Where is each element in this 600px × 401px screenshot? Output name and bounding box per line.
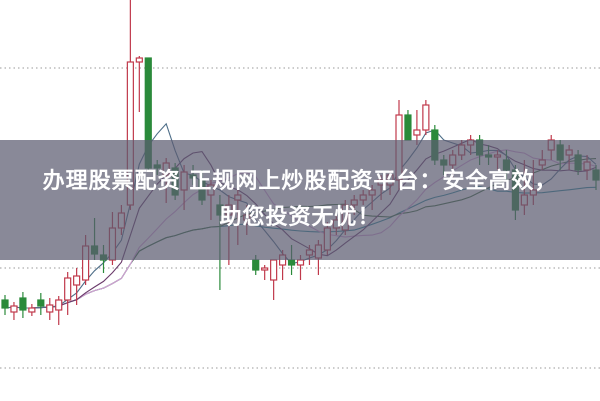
- candle-down: [252, 259, 260, 271]
- banner-line-2: 助您投资无忧！: [219, 205, 381, 230]
- candle-down: [1, 299, 9, 309]
- candle-up: [73, 275, 81, 286]
- candle-down: [404, 114, 412, 141]
- candle-down: [37, 299, 45, 307]
- candle-down: [19, 297, 27, 311]
- candle-up: [28, 307, 36, 313]
- candle-up: [10, 305, 18, 313]
- candle-down: [287, 259, 296, 266]
- candle-up: [64, 277, 72, 301]
- candle-up: [135, 57, 143, 63]
- candle-up: [270, 259, 278, 281]
- banner-line-1: 办理股票配资 正规网上炒股配资平台：安全高效，: [42, 169, 558, 194]
- title-banner: 办理股票配资 正规网上炒股配资平台：安全高效， 助您投资无忧！: [0, 140, 600, 260]
- candle-up: [261, 267, 269, 271]
- candle-up: [422, 104, 430, 131]
- candle-up: [55, 299, 63, 311]
- candle-up: [46, 304, 54, 313]
- candle-up: [296, 259, 305, 266]
- candle-up: [413, 129, 421, 136]
